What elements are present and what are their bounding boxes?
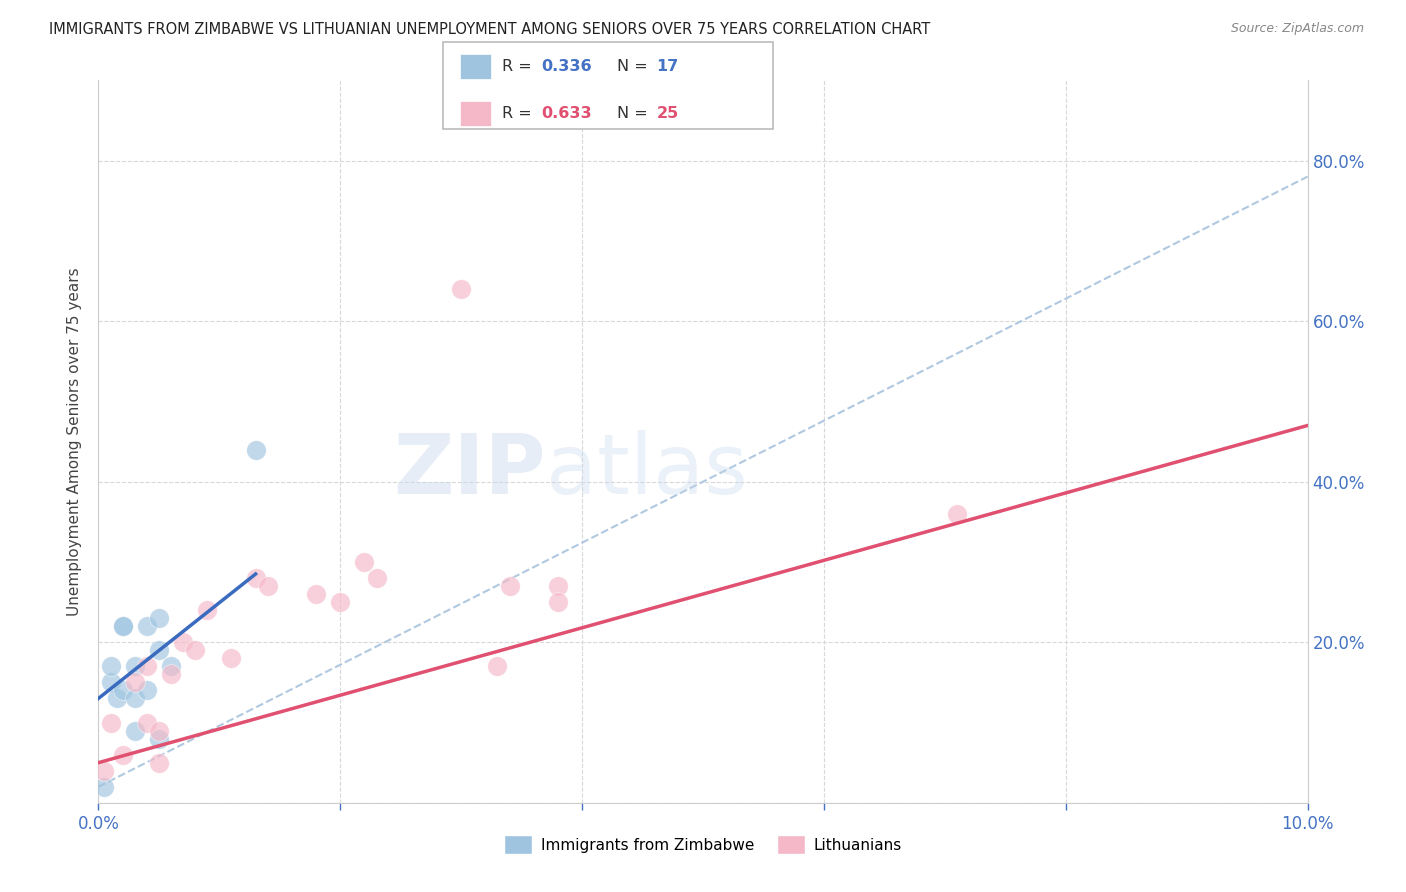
Point bbox=[184, 643, 207, 657]
Text: 0.336: 0.336 bbox=[541, 60, 592, 74]
Point bbox=[111, 683, 134, 698]
Text: N =: N = bbox=[617, 60, 654, 74]
Text: R =: R = bbox=[502, 106, 537, 120]
Point bbox=[329, 595, 352, 609]
Point bbox=[547, 595, 569, 609]
Text: ZIP: ZIP bbox=[394, 430, 546, 511]
Y-axis label: Unemployment Among Seniors over 75 years: Unemployment Among Seniors over 75 years bbox=[67, 268, 83, 615]
Point bbox=[124, 675, 146, 690]
Text: 25: 25 bbox=[657, 106, 679, 120]
Point bbox=[245, 442, 267, 457]
Point bbox=[160, 667, 183, 681]
Text: 17: 17 bbox=[657, 60, 679, 74]
Point bbox=[148, 731, 170, 746]
Text: atlas: atlas bbox=[546, 430, 748, 511]
Point bbox=[93, 764, 115, 778]
Point bbox=[148, 756, 170, 770]
Point bbox=[100, 675, 122, 690]
Point bbox=[547, 579, 569, 593]
Text: R =: R = bbox=[502, 60, 537, 74]
Point bbox=[498, 579, 520, 593]
Point bbox=[946, 507, 969, 521]
Point bbox=[135, 659, 157, 673]
Point bbox=[124, 723, 146, 738]
Point bbox=[100, 715, 122, 730]
Point bbox=[111, 747, 134, 762]
Point bbox=[148, 643, 170, 657]
Point bbox=[148, 611, 170, 625]
Point bbox=[148, 723, 170, 738]
Point bbox=[124, 691, 146, 706]
Text: IMMIGRANTS FROM ZIMBABWE VS LITHUANIAN UNEMPLOYMENT AMONG SENIORS OVER 75 YEARS : IMMIGRANTS FROM ZIMBABWE VS LITHUANIAN U… bbox=[49, 22, 931, 37]
Point bbox=[256, 579, 278, 593]
Point bbox=[366, 571, 388, 585]
Point bbox=[135, 619, 157, 633]
Point bbox=[124, 659, 146, 673]
Point bbox=[135, 715, 157, 730]
Point bbox=[111, 619, 134, 633]
Point bbox=[486, 659, 509, 673]
Point bbox=[195, 603, 218, 617]
Point bbox=[105, 691, 128, 706]
Point bbox=[353, 555, 375, 569]
Legend: Immigrants from Zimbabwe, Lithuanians: Immigrants from Zimbabwe, Lithuanians bbox=[498, 830, 908, 860]
Text: Source: ZipAtlas.com: Source: ZipAtlas.com bbox=[1230, 22, 1364, 36]
Point bbox=[160, 659, 183, 673]
Point bbox=[100, 659, 122, 673]
Point bbox=[172, 635, 194, 649]
Point bbox=[135, 683, 157, 698]
Point bbox=[221, 651, 243, 665]
Text: 0.633: 0.633 bbox=[541, 106, 592, 120]
Point bbox=[305, 587, 328, 601]
Point bbox=[93, 780, 115, 794]
Text: N =: N = bbox=[617, 106, 654, 120]
Point bbox=[450, 282, 472, 296]
Point bbox=[245, 571, 267, 585]
Point bbox=[111, 619, 134, 633]
